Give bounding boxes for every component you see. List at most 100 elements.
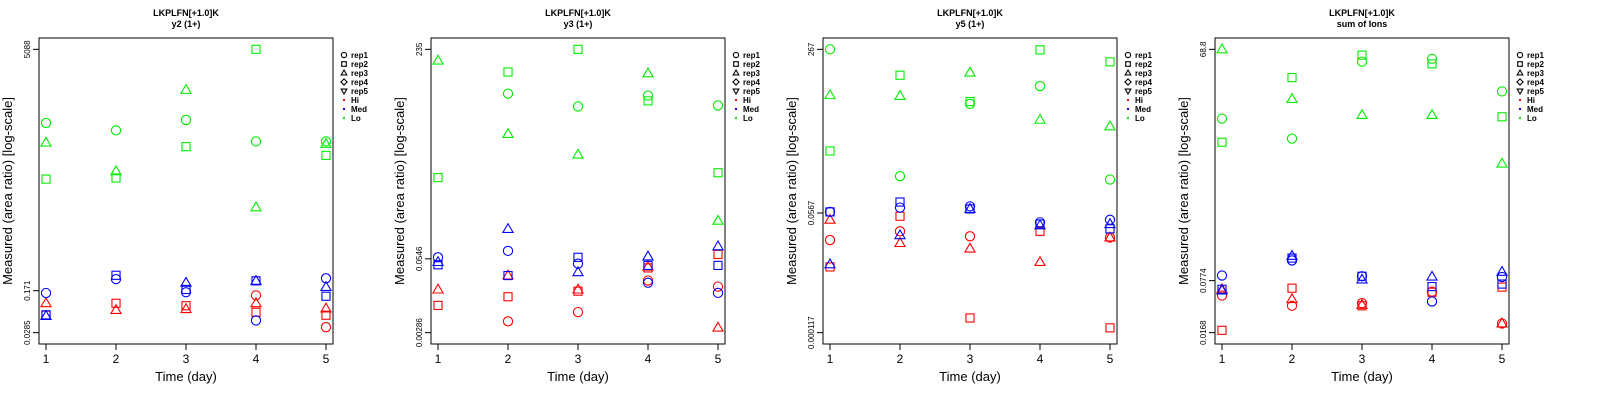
legend-label: rep5 (351, 87, 368, 96)
legend-item: rep5 (1124, 87, 1152, 96)
data-point (40, 287, 52, 299)
legend-marker (1124, 78, 1132, 86)
legend-marker (1518, 98, 1522, 102)
legend-label: rep4 (1527, 78, 1544, 87)
data-point (643, 96, 653, 106)
legend-item: rep1 (1124, 51, 1152, 60)
data-point (895, 70, 905, 80)
legend-label: rep2 (351, 60, 368, 69)
chart-title: LKPLFN[+1.0]K (1329, 8, 1395, 18)
data-point (572, 306, 584, 318)
data-point (1103, 217, 1117, 229)
data-point (1495, 157, 1509, 168)
data-point (1105, 224, 1115, 234)
data-point (1357, 271, 1367, 281)
chart-subtitle: sum of Ions (1337, 19, 1388, 29)
legend-item: rep4 (1124, 78, 1152, 87)
data-point (249, 274, 263, 285)
legend-label: rep3 (1135, 69, 1152, 78)
data-point (1033, 218, 1047, 230)
legend-label: rep2 (1527, 60, 1544, 69)
x-tick-label: 1 (827, 352, 834, 366)
data-point (641, 260, 655, 271)
data-point (893, 228, 907, 240)
legend-marker (340, 51, 348, 59)
legend-marker (734, 107, 738, 111)
legend-item: Hi (1518, 96, 1535, 105)
legend-label: rep3 (1527, 69, 1544, 78)
data-point (181, 142, 191, 152)
data-point (1287, 73, 1297, 83)
data-point (823, 257, 837, 269)
data-point (111, 270, 121, 280)
legend-item: Med (734, 105, 759, 114)
data-point (964, 98, 976, 109)
data-point (643, 263, 653, 273)
x-tick-label: 4 (645, 352, 652, 366)
legend-item: rep3 (732, 68, 760, 78)
data-point (642, 275, 654, 286)
data-point (965, 313, 975, 323)
data-point (501, 222, 515, 233)
data-point (712, 281, 724, 292)
x-tick-label: 3 (1359, 352, 1366, 366)
chart-panel-1: LKPLFN[+1.0]Ky2 (1+) 1 2 3 4 5 Time (day) 0.028… (0, 8, 368, 384)
data-point (431, 255, 445, 267)
data-point (1286, 300, 1298, 311)
data-point (1034, 80, 1046, 92)
data-point (179, 83, 193, 94)
legend-label: Lo (351, 114, 361, 123)
data-point (963, 202, 977, 213)
x-axis-label: Time (day) (547, 369, 609, 384)
legend-item: rep5 (1516, 87, 1544, 96)
legend-marker (733, 61, 739, 67)
legend-item: Hi (342, 96, 359, 105)
data-point (571, 148, 585, 159)
legend-item: rep3 (1516, 68, 1544, 78)
data-point (1427, 281, 1437, 292)
data-point (320, 136, 332, 147)
legend-marker (1518, 116, 1522, 120)
data-point (41, 174, 51, 184)
data-point (179, 302, 193, 314)
data-point (502, 316, 514, 327)
data-point (111, 173, 121, 183)
data-point (1034, 217, 1046, 228)
data-point (1285, 292, 1299, 304)
y-tick-label: 0.000117 (807, 316, 816, 349)
data-point (1356, 271, 1368, 282)
data-point (1355, 273, 1369, 284)
data-point (1215, 284, 1229, 295)
legend-label: rep4 (1135, 78, 1152, 87)
x-tick-label: 5 (1107, 352, 1114, 366)
data-point (711, 239, 725, 251)
data-point (1033, 113, 1047, 124)
data-point (894, 171, 906, 182)
legend-label: Med (1135, 105, 1151, 114)
legend-item: Lo (1126, 114, 1145, 123)
legend-item: Lo (342, 114, 361, 123)
legend-item: rep5 (732, 87, 760, 96)
data-point (503, 270, 513, 281)
data-point (321, 150, 331, 161)
x-tick-label: 2 (897, 352, 904, 366)
legend-marker (1518, 107, 1522, 111)
legend-item: rep4 (732, 78, 760, 87)
legend-label: rep3 (351, 69, 368, 78)
y-tick-label: 5088 (23, 40, 32, 58)
legend-label: Lo (1527, 114, 1537, 123)
y-tick-label: 0.0567 (807, 200, 816, 225)
data-point (823, 213, 837, 224)
data-point (1496, 271, 1508, 283)
data-point (893, 89, 907, 100)
chart-subtitle: y2 (1+) (172, 19, 201, 29)
data-point (711, 214, 725, 225)
data-point (1497, 282, 1507, 292)
x-tick-label: 4 (1037, 352, 1044, 366)
data-point (894, 202, 906, 213)
legend-item: Lo (734, 114, 753, 123)
x-tick-label: 5 (323, 352, 330, 366)
chart-title: LKPLFN[+1.0]K (545, 8, 611, 18)
y-tick-label: 0.0168 (1199, 320, 1208, 345)
